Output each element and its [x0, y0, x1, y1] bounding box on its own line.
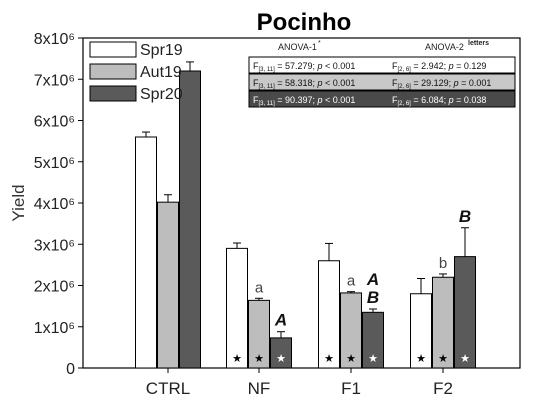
y-tick-label: 5x10⁶	[34, 155, 75, 172]
legend-swatch-spr19	[89, 41, 137, 58]
y-tick-label: 3x10⁶	[34, 237, 75, 254]
anova2-header-sup: letters	[468, 40, 489, 47]
significance-star: ★	[276, 353, 286, 365]
y-tick-label: 7x10⁶	[34, 72, 75, 89]
letter-label: B	[367, 288, 379, 307]
legend-label-aut19: Aut19	[140, 64, 182, 81]
anova-stat: F[2, 6] = 29.129; p = 0.001	[392, 78, 491, 90]
bar-spr19-nf	[226, 247, 248, 369]
anova-stat: F[3, 11] = 57.279; p < 0.001	[253, 61, 355, 73]
x-tick-label: NF	[248, 379, 271, 398]
chart-title: Pocinho	[257, 9, 352, 36]
x-tick-label: F2	[433, 379, 453, 398]
bar-spr19-f1	[318, 260, 340, 369]
anova-stat: F[2, 6] = 6.084; p = 0.038	[392, 95, 486, 107]
y-tick-label: 4x10⁶	[34, 196, 75, 213]
significance-star: ★	[232, 353, 242, 365]
significance-star: ★	[460, 353, 470, 365]
bar-spr20-ctrl	[179, 70, 201, 369]
significance-star: ★	[438, 353, 448, 365]
legend-swatch-aut19	[89, 63, 137, 80]
y-tick-label: 2x10⁶	[34, 279, 75, 296]
letter-label: b	[439, 255, 447, 272]
x-tick-label: CTRL	[146, 379, 190, 398]
significance-star: ★	[254, 353, 264, 365]
x-tick-label: F1	[341, 379, 361, 398]
anova-stat: F[3, 11] = 90.397; p < 0.001	[253, 95, 355, 107]
legend-label-spr20: Spr20	[140, 86, 183, 103]
letter-label: a	[255, 279, 264, 296]
anova-row	[248, 56, 516, 74]
bar-spr19-ctrl	[135, 136, 157, 369]
anova-stat: F[2, 6] = 2.942; p = 0.129	[392, 61, 486, 73]
legend-label-spr19: Spr19	[140, 42, 183, 59]
anova-row	[248, 90, 516, 108]
bar-spr20-f2	[454, 256, 476, 369]
letter-label: B	[459, 207, 471, 226]
letter-label: A	[274, 311, 287, 330]
anova1-header: ANOVA-1	[278, 42, 317, 52]
y-tick-label: 1x10⁶	[34, 320, 75, 337]
anova-stat: F[3, 11] = 58.318; p < 0.001	[253, 78, 355, 90]
bar-aut19-ctrl	[157, 201, 179, 369]
significance-star: ★	[416, 353, 426, 365]
anova1-header-sup: *	[318, 40, 321, 47]
y-tick-label: 8x10⁶	[34, 31, 75, 48]
letter-label: a	[347, 273, 356, 290]
significance-star: ★	[368, 353, 378, 365]
y-tick-label: 0	[66, 361, 75, 378]
anova2-header: ANOVA-2	[425, 42, 464, 52]
anova-row	[248, 73, 516, 91]
legend-swatch-spr20	[89, 85, 137, 102]
y-axis-label: Yield	[9, 184, 28, 221]
significance-star: ★	[346, 353, 356, 365]
y-tick-label: 6x10⁶	[34, 114, 75, 131]
significance-star: ★	[324, 353, 334, 365]
letter-label: A	[366, 270, 379, 289]
